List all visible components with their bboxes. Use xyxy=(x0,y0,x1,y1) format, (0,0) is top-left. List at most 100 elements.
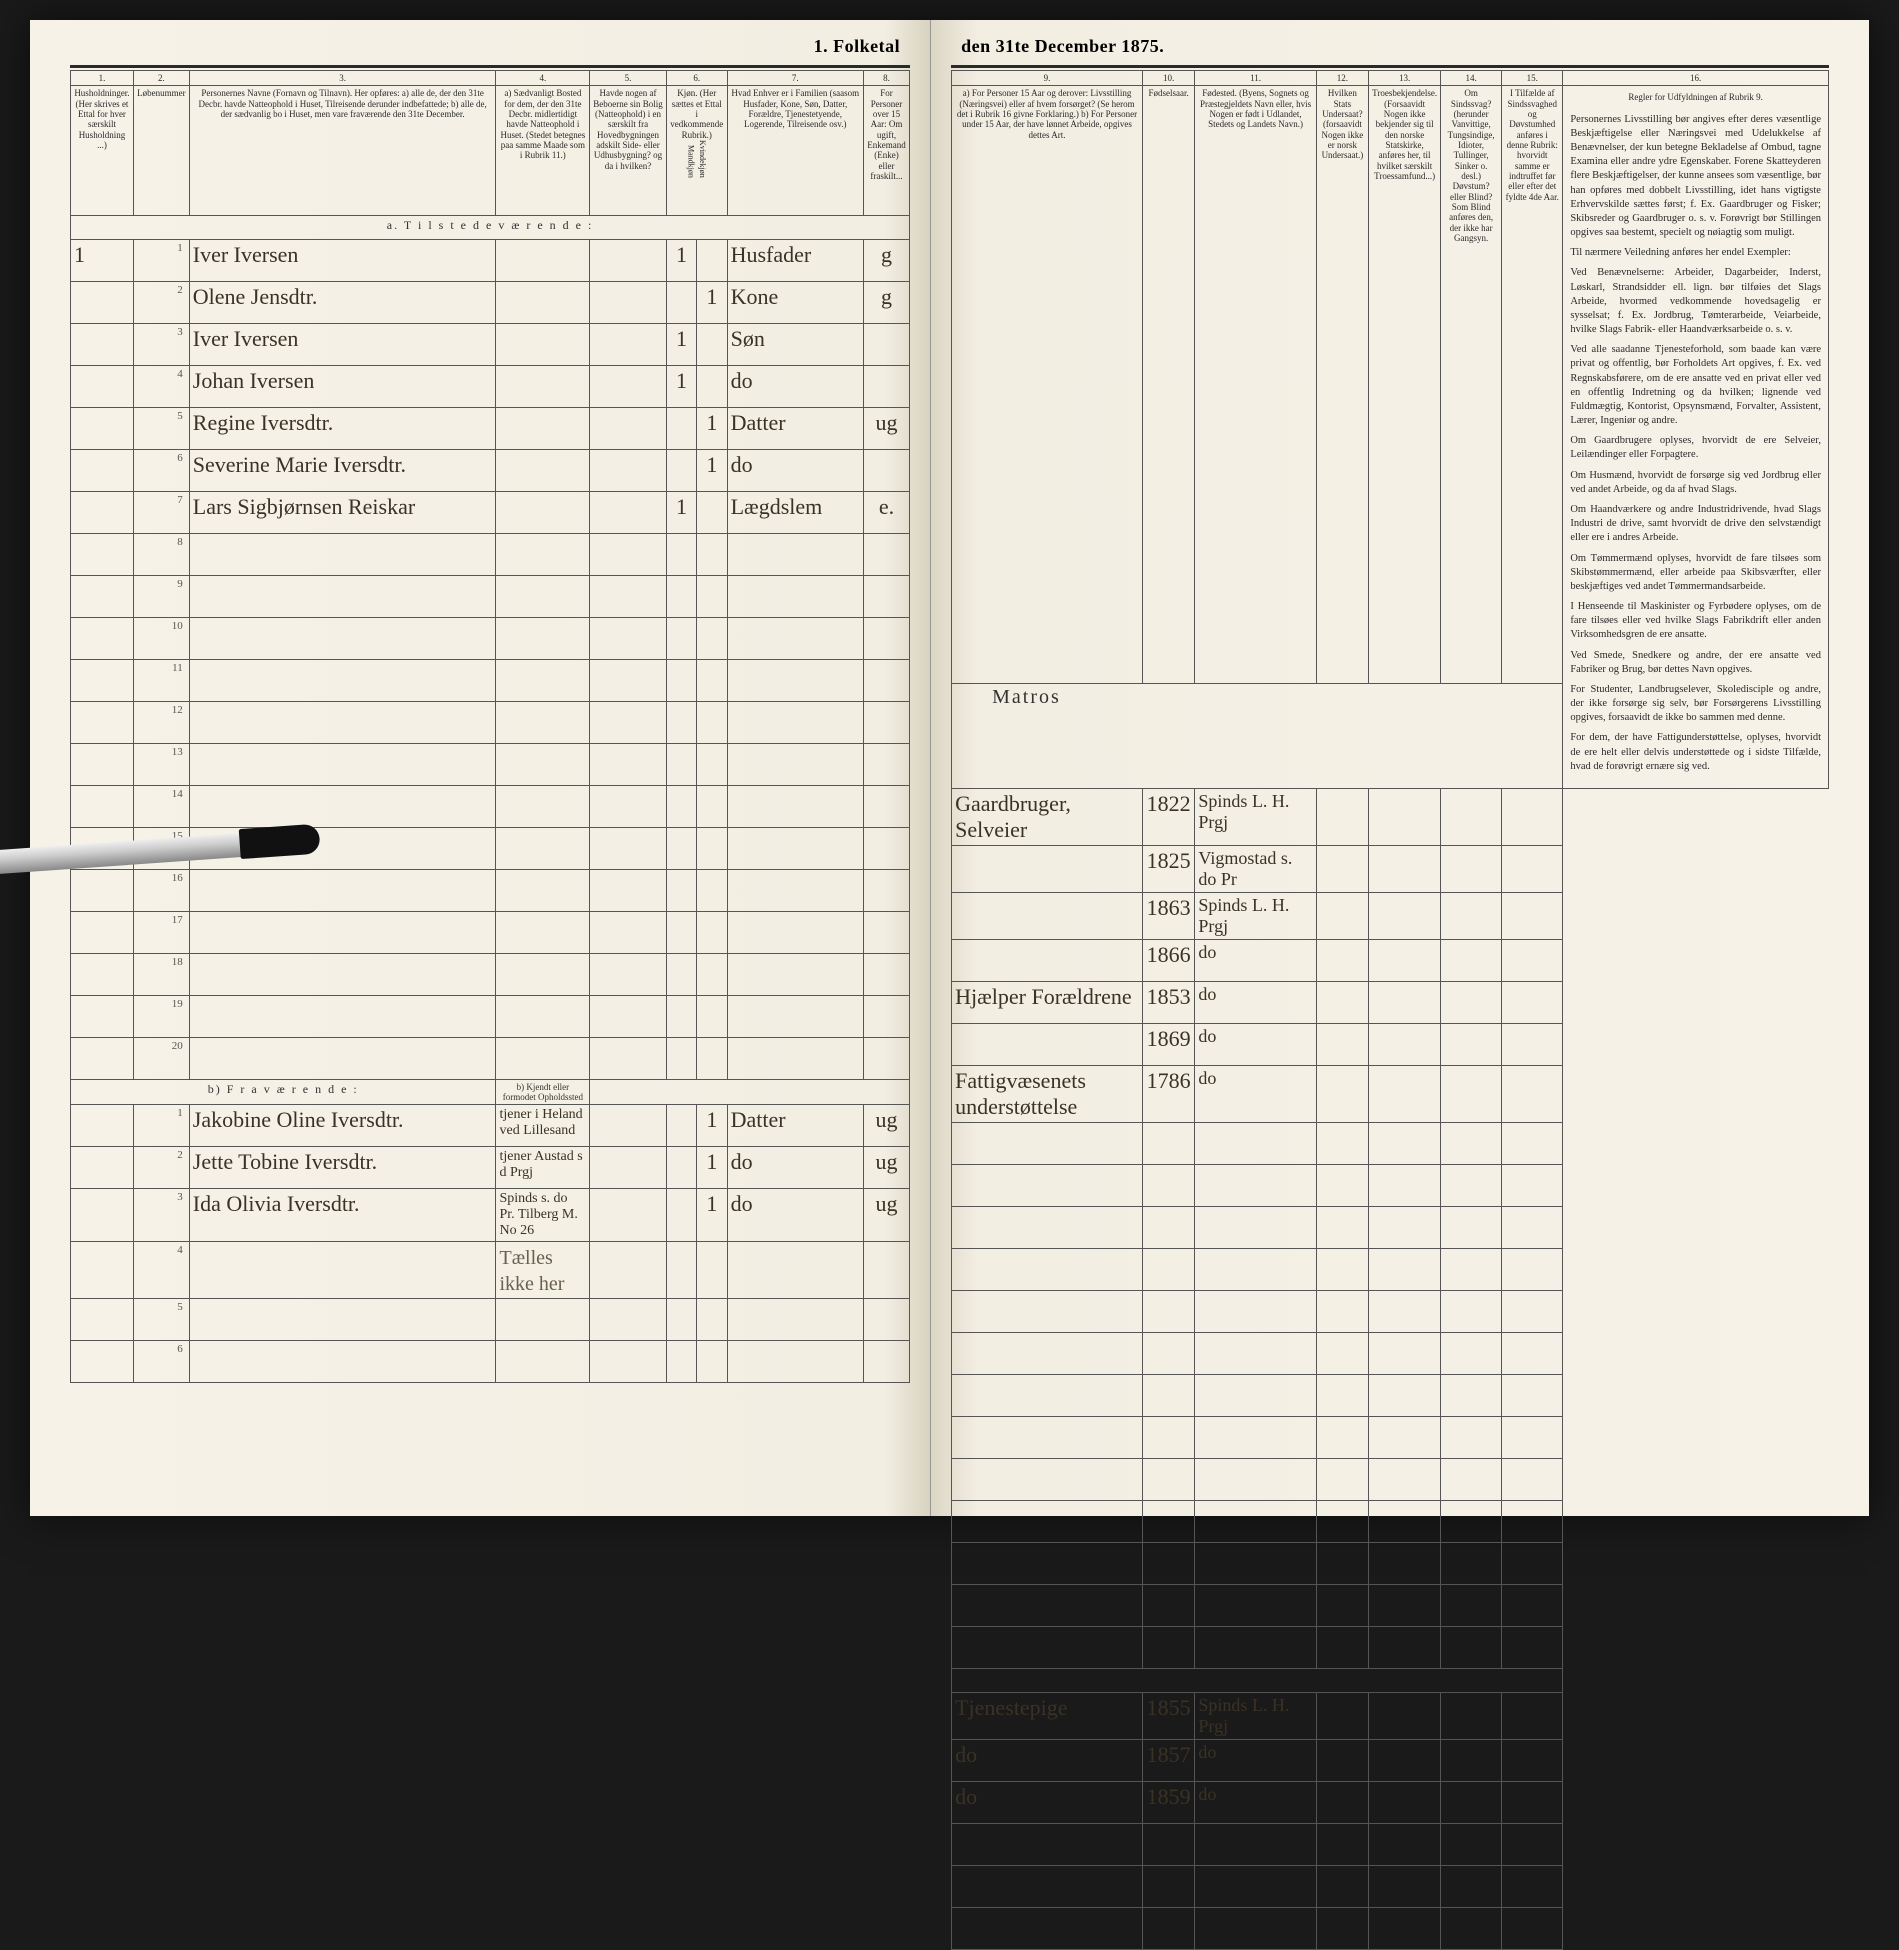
header-10: Fødselsaar. xyxy=(1142,86,1195,684)
household-no xyxy=(71,366,134,408)
family-position: Datter xyxy=(727,408,863,450)
sex-male xyxy=(666,282,696,324)
usual-residence xyxy=(496,366,590,408)
sex-male: 1 xyxy=(666,492,696,534)
occupation: Tjenestepige xyxy=(952,1692,1143,1739)
outbuilding xyxy=(590,450,667,492)
table-row: 20 xyxy=(71,1038,910,1080)
row-no: 19 xyxy=(133,996,189,1038)
family-position: Lægdslem xyxy=(727,492,863,534)
table-row: 8 xyxy=(71,534,910,576)
colnum-5: 5. xyxy=(590,71,667,86)
table-row xyxy=(952,1416,1829,1458)
birthplace: do xyxy=(1195,1065,1316,1122)
header-11: Fødested. (Byens, Sognets og Præstegjeld… xyxy=(1195,86,1316,684)
whereabouts: tjener Austad s d Prgj xyxy=(496,1147,590,1189)
row-no: 3 xyxy=(133,324,189,366)
usual-residence xyxy=(496,240,590,282)
birth-year: 1863 xyxy=(1142,892,1195,939)
rules-paragraph: For dem, der have Fattigunderstøttelse, … xyxy=(1570,731,1821,774)
marital-status: ug xyxy=(863,1189,909,1242)
family-position: Datter xyxy=(727,1105,863,1147)
page-title-left: 1. Folketal xyxy=(70,36,910,57)
outbuilding xyxy=(590,366,667,408)
usual-residence xyxy=(496,324,590,366)
table-row: 1866do xyxy=(952,939,1829,981)
colnum-4: 4. xyxy=(496,71,590,86)
occupation xyxy=(952,1023,1143,1065)
usual-residence xyxy=(496,282,590,324)
birth-year: 1853 xyxy=(1142,981,1195,1023)
marital-status: g xyxy=(863,282,909,324)
usual-residence xyxy=(496,492,590,534)
rules-paragraph: Ved Benævnelserne: Arbeider, Dagarbeider… xyxy=(1570,266,1821,337)
usual-residence xyxy=(496,450,590,492)
table-row: Fattigvæsenets understøttelse1786do xyxy=(952,1065,1829,1122)
table-row: Tjenestepige1855Spinds L. H. Prgj xyxy=(952,1692,1829,1739)
rules-paragraph: Om Husmænd, hvorvidt de forsørge sig ved… xyxy=(1570,469,1821,497)
table-row: 18 xyxy=(71,954,910,996)
sex-male: 1 xyxy=(666,324,696,366)
birth-year: 1859 xyxy=(1142,1781,1195,1823)
rules-text: Personernes Livsstilling bør angives eft… xyxy=(1566,107,1825,786)
table-row: 12 xyxy=(71,702,910,744)
sex-female xyxy=(697,324,727,366)
sex-male xyxy=(666,1147,696,1189)
colnum-2: 2. xyxy=(133,71,189,86)
sex-female: 1 xyxy=(697,450,727,492)
census-book-spread: 1. Folketal 1. 2. 3. 4. 5. 6. 7. 8. Hush… xyxy=(30,20,1869,1516)
sex-male: 1 xyxy=(666,240,696,282)
colnum-9: 9. xyxy=(952,71,1143,86)
section-b-col4: b) Kjendt eller formodet Opholdssted xyxy=(496,1080,590,1105)
table-row: 6Severine Marie Iversdtr.1do xyxy=(71,450,910,492)
left-page: 1. Folketal 1. 2. 3. 4. 5. 6. 7. 8. Hush… xyxy=(30,20,931,1516)
sex-female: 1 xyxy=(697,1147,727,1189)
household-no xyxy=(71,408,134,450)
not-counted-note xyxy=(496,1299,590,1341)
birth-year: 1825 xyxy=(1142,845,1195,892)
sex-female xyxy=(697,240,727,282)
rules-paragraph: Til nærmere Veiledning anføres her endel… xyxy=(1570,246,1821,260)
table-row: do1857do xyxy=(952,1739,1829,1781)
table-row xyxy=(952,1500,1829,1542)
occupation: Fattigvæsenets understøttelse xyxy=(952,1065,1143,1122)
rules-paragraph: Personernes Livsstilling bør angives eft… xyxy=(1570,113,1821,241)
sex-female xyxy=(697,366,727,408)
table-row xyxy=(952,1164,1829,1206)
marital-status xyxy=(863,366,909,408)
table-row xyxy=(952,1584,1829,1626)
colnum-8: 8. xyxy=(863,71,909,86)
row-no: 3 xyxy=(133,1189,189,1242)
rules-paragraph: Ved alle saadanne Tjenesteforhold, som b… xyxy=(1570,343,1821,428)
household-no xyxy=(71,324,134,366)
census-table-left: 1. 2. 3. 4. 5. 6. 7. 8. Husholdninger. (… xyxy=(70,70,910,1383)
not-counted-note xyxy=(496,1341,590,1383)
table-row: 1825Vigmostad s. do Pr xyxy=(952,845,1829,892)
birth-year: 1822 xyxy=(1142,788,1195,845)
header-8: For Personer over 15 Aar: Om ugift, Enke… xyxy=(863,86,909,216)
household-no xyxy=(71,282,134,324)
table-row: 2Olene Jensdtr.1Koneg xyxy=(71,282,910,324)
colnum-6: 6. xyxy=(666,71,727,86)
table-row xyxy=(952,1542,1829,1584)
marital-status: ug xyxy=(863,408,909,450)
colnum-14: 14. xyxy=(1441,71,1502,86)
row-no: 12 xyxy=(133,702,189,744)
row-no: 5 xyxy=(133,1299,189,1341)
birthplace: Spinds L. H. Prgj xyxy=(1195,1692,1316,1739)
sex-female xyxy=(697,492,727,534)
header-12: Hvilken Stats Undersaat? (forsaavidt Nog… xyxy=(1316,86,1368,684)
household-no: 1 xyxy=(71,240,134,282)
birth-year: 1869 xyxy=(1142,1023,1195,1065)
table-row: 3Ida Olivia Iversdtr.Spinds s. do Pr. Ti… xyxy=(71,1189,910,1242)
sex-male xyxy=(666,408,696,450)
outbuilding xyxy=(590,408,667,450)
table-row xyxy=(952,1907,1829,1949)
rules-column: Regler for Udfyldningen af Rubrik 9. Per… xyxy=(1563,86,1829,789)
birthplace: do xyxy=(1195,1023,1316,1065)
person-name: Jette Tobine Iversdtr. xyxy=(189,1147,496,1189)
right-page: den 31te December 1875. 9. 10. 11. 12. 1… xyxy=(931,20,1869,1516)
section-a-label: a. T i l s t e d e v æ r e n d e : xyxy=(71,216,910,240)
person-name: Severine Marie Iversdtr. xyxy=(189,450,496,492)
table-row: 4Tælles ikke her xyxy=(71,1242,910,1299)
